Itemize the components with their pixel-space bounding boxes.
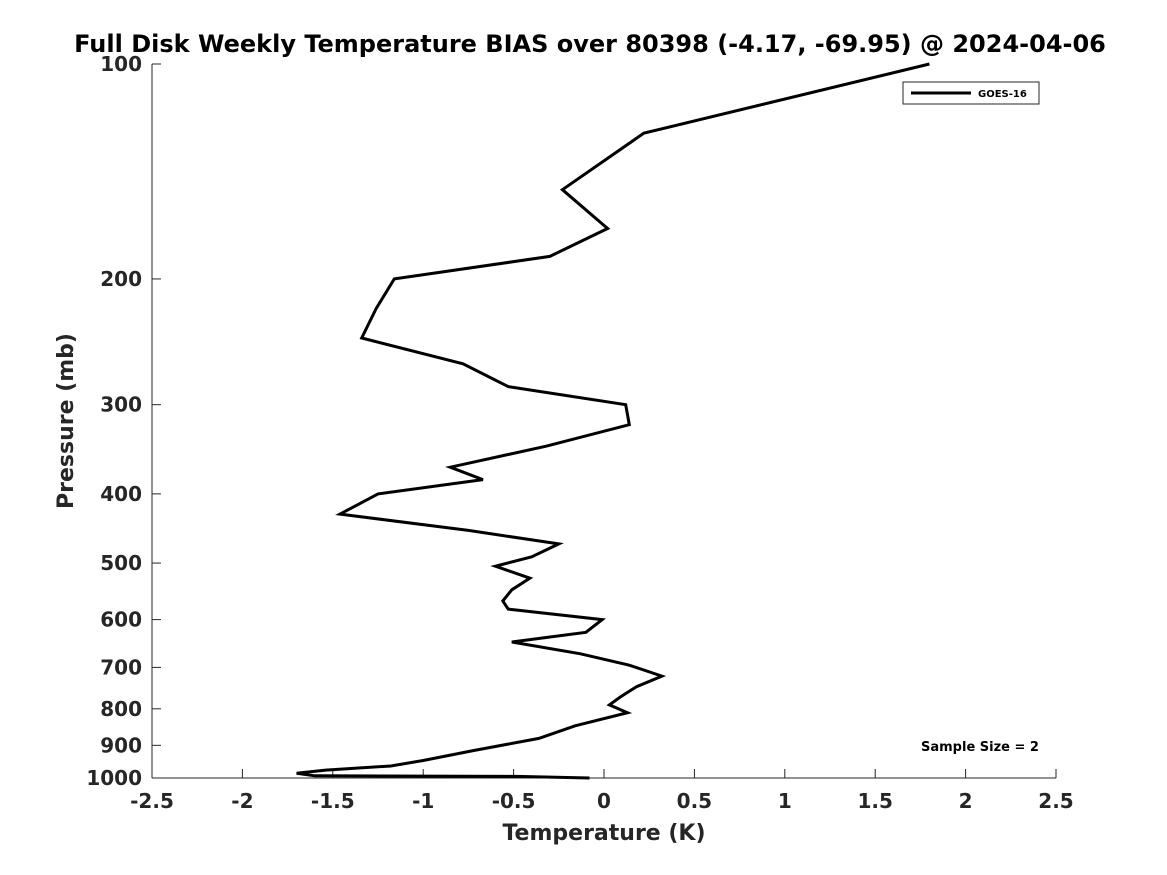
x-tick-label: 0 — [597, 789, 611, 813]
chart-title: Full Disk Weekly Temperature BIAS over 8… — [74, 30, 1106, 58]
x-tick-label: -2.5 — [130, 789, 174, 813]
y-tick-label: 800 — [100, 697, 142, 721]
y-tick-label: 900 — [100, 733, 142, 757]
legend-entry-goes-16: GOES-16 — [978, 89, 1027, 100]
y-tick-label: 600 — [100, 608, 142, 632]
legend: GOES-16 — [902, 81, 1040, 105]
x-ticks: -2.5 -2 -1.5 -1 -0.5 0 0.5 1 1.5 2 2.5 — [130, 769, 1074, 813]
y-tick-label: 1000 — [86, 766, 142, 790]
y-tick-label: 100 — [100, 52, 142, 76]
x-tick-label: -1 — [412, 789, 434, 813]
x-tick-label: 0.5 — [677, 789, 712, 813]
y-tick-label: 200 — [100, 267, 142, 291]
x-tick-label: 1.5 — [857, 789, 892, 813]
x-axis-label: Temperature (K) — [502, 821, 705, 846]
sample-size-annotation: Sample Size = 2 — [921, 740, 1039, 755]
x-tick-label: -1.5 — [311, 789, 355, 813]
y-tick-label: 300 — [100, 393, 142, 417]
y-axis-label: Pressure (mb) — [54, 333, 79, 509]
series-group — [296, 62, 930, 780]
y-ticks: 100 200 300 400 500 600 700 800 900 1000 — [86, 52, 161, 790]
x-tick-label: -0.5 — [492, 789, 536, 813]
series-line-goes-16 — [296, 62, 930, 780]
x-tick-label: 2.5 — [1038, 789, 1073, 813]
x-tick-label: 1 — [778, 789, 792, 813]
y-tick-label: 500 — [100, 551, 142, 575]
y-tick-label: 700 — [100, 655, 142, 679]
y-tick-label: 400 — [100, 482, 142, 506]
x-tick-label: 2 — [959, 789, 973, 813]
x-tick-label: -2 — [231, 789, 253, 813]
